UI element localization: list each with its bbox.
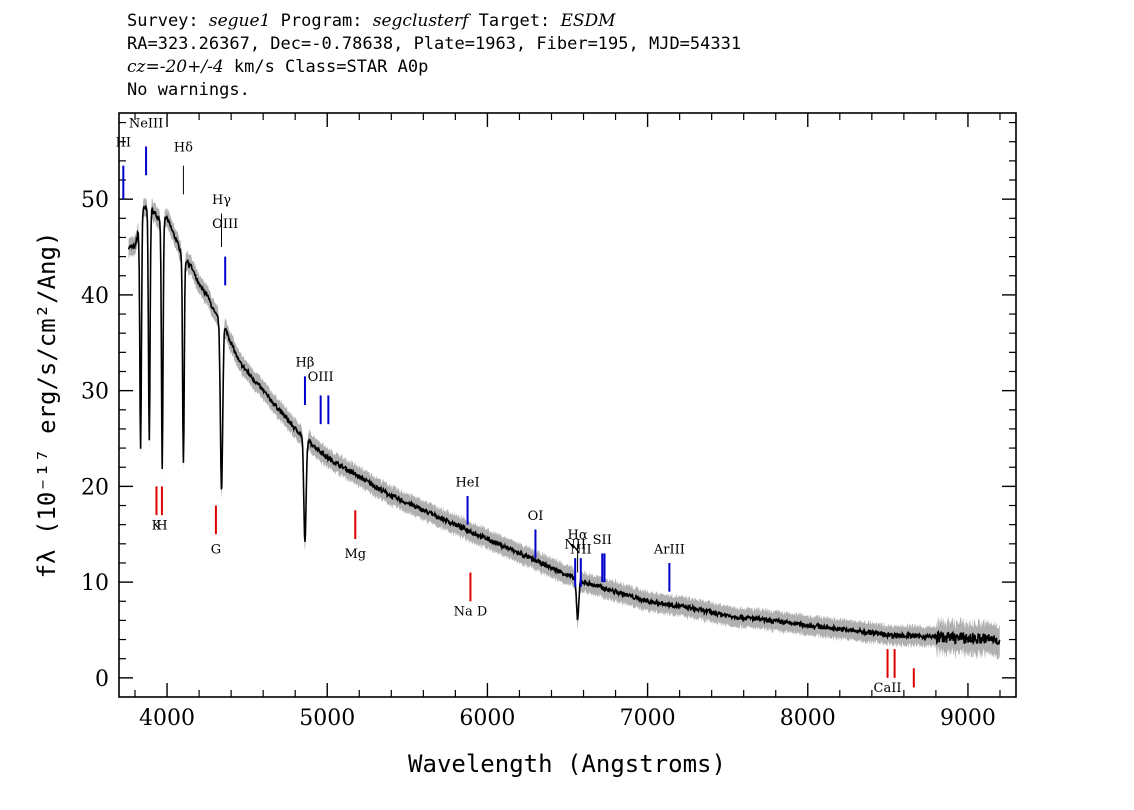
cz-value: =-20+/-4 xyxy=(145,57,224,77)
header-line-4: No warnings. xyxy=(127,80,250,100)
x-tick-label: 4000 xyxy=(139,706,195,731)
line-label: H xyxy=(156,518,167,533)
line-label: CaII xyxy=(874,681,902,696)
error-band xyxy=(128,197,1000,660)
line-label: Na D xyxy=(454,605,488,620)
line-label: G xyxy=(211,542,221,557)
line-label: ArIII xyxy=(653,542,685,557)
cz-label: cz xyxy=(127,57,146,77)
line-label: HeI xyxy=(455,475,479,490)
x-tick-label: 8000 xyxy=(780,706,836,731)
line-label: Hα xyxy=(568,528,588,543)
header-line-1: Survey: segue1 Program: segclusterf Targ… xyxy=(127,10,741,33)
line-label: NII xyxy=(564,538,586,553)
line-label: OIII xyxy=(308,370,334,385)
line-label: Hδ xyxy=(174,140,193,155)
plot-frame xyxy=(118,112,1017,698)
y-tick-label: 30 xyxy=(81,380,109,405)
x-tick-label: 6000 xyxy=(459,706,515,731)
class-info: km/s Class=STAR A0p xyxy=(223,57,429,77)
line-label: SII xyxy=(593,533,612,548)
line-label: NeIII xyxy=(129,116,163,131)
program-value: segclusterf xyxy=(372,11,469,31)
y-axis-title: fλ (10⁻¹⁷ erg/s/cm²/Ang) xyxy=(33,232,61,579)
target-label: Target: xyxy=(468,11,561,31)
line-label: Mg xyxy=(344,547,366,562)
y-tick-label: 0 xyxy=(95,667,109,692)
header-line-3: cz=-20+/-4 km/s Class=STAR A0p xyxy=(127,56,741,79)
survey-label: Survey: xyxy=(127,11,209,31)
line-label: K xyxy=(152,518,162,533)
y-tick-label: 20 xyxy=(81,475,109,500)
line-label: NII xyxy=(570,542,592,557)
y-tick-label: 10 xyxy=(81,571,109,596)
survey-value: segue1 xyxy=(208,11,271,31)
y-tick-label: 40 xyxy=(81,284,109,309)
x-tick-label: 5000 xyxy=(299,706,355,731)
header-line-2: RA=323.26367, Dec=-0.78638, Plate=1963, … xyxy=(127,34,742,54)
spectrum-line xyxy=(127,204,1001,646)
target-value: ESDM xyxy=(560,11,616,31)
program-label: Program: xyxy=(270,11,373,31)
x-tick-label: 9000 xyxy=(940,706,996,731)
line-label: OIII xyxy=(212,217,238,232)
line-label: Hγ xyxy=(212,193,231,208)
labels-layer: IIINeIIIHδHγOIIIHβOIIIHeIOINIIHαNIISIIAr… xyxy=(116,116,915,696)
line-label: OI xyxy=(528,509,544,524)
line-label: III xyxy=(116,136,131,151)
y-tick-label: 50 xyxy=(81,188,109,213)
plot-layer xyxy=(127,197,1001,660)
line-label: Hβ xyxy=(296,356,315,371)
spectrum-header: Survey: segue1 Program: segclusterf Targ… xyxy=(127,10,741,102)
axes-layer: 4000 5000 6000 7000 8000 9000 0 10 20 30 40 50 xyxy=(81,112,1017,731)
x-tick-label: 7000 xyxy=(620,706,676,731)
x-axis-title: Wavelength (Angstroms) xyxy=(408,750,726,778)
